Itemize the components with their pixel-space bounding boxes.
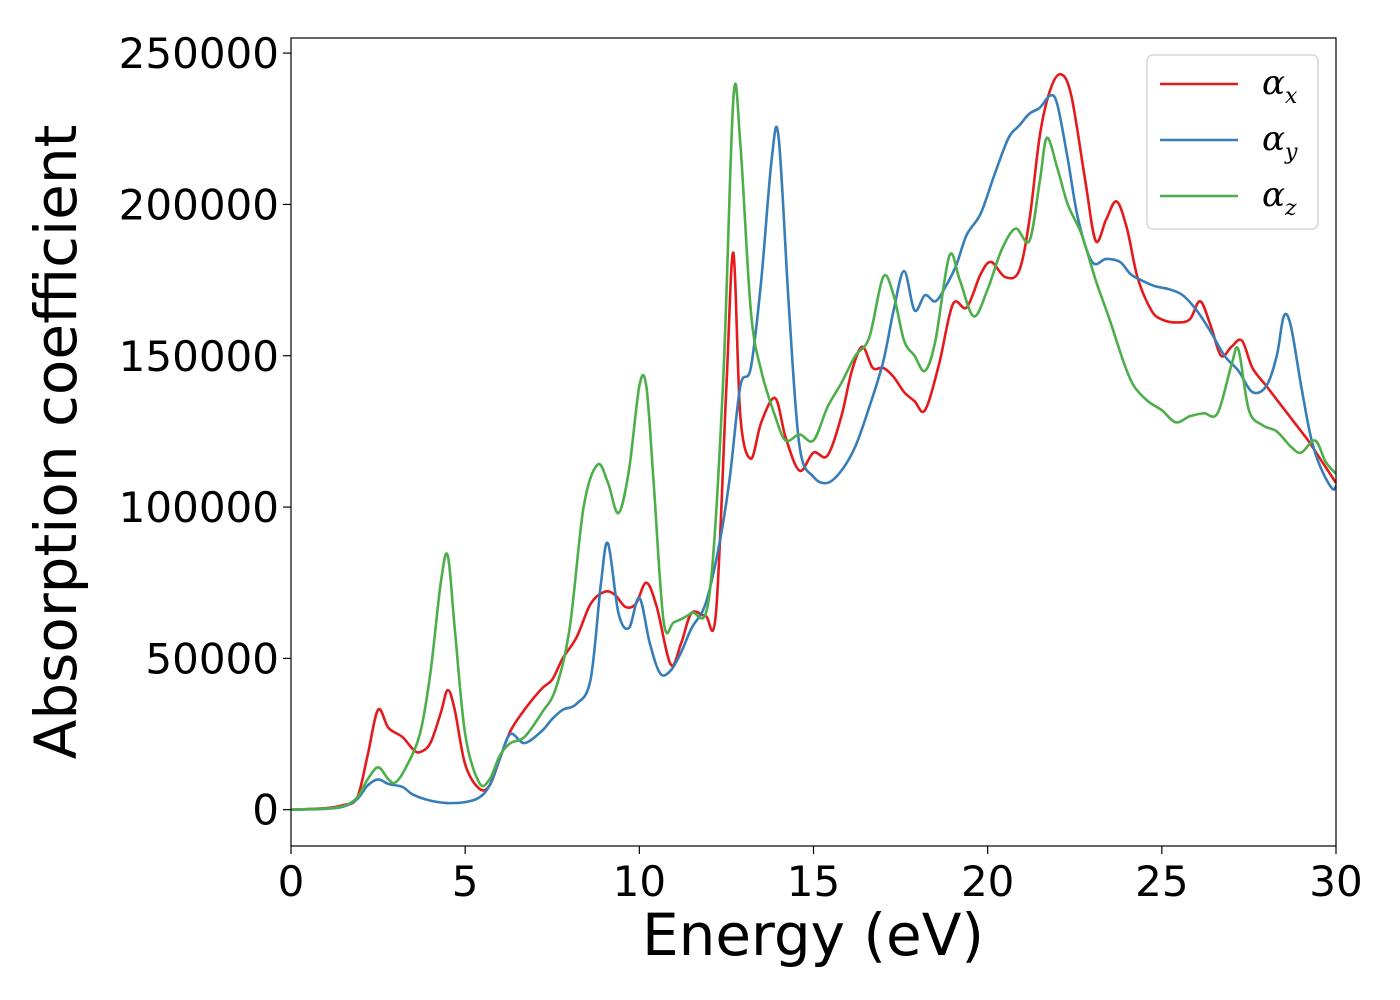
legend-label-alpha-x: αx [1262, 63, 1298, 109]
x-tick-label: 0 [278, 857, 305, 906]
y-tick-label: 250000 [119, 29, 279, 78]
y-axis-ticks: 0 50000 100000 150000 200000 250000 [119, 29, 291, 835]
series-line-alpha-z [290, 82, 1337, 811]
y-tick-label: 50000 [145, 634, 279, 683]
x-axis-label: Energy (eV) [642, 901, 984, 969]
series-line-alpha-x [290, 72, 1338, 811]
x-axis-ticks: 0 5 10 15 20 25 30 [278, 846, 1363, 906]
legend: αx αy αz [1146, 54, 1319, 230]
y-axis-label: Absorption coefficient [22, 125, 90, 760]
legend-label-alpha-z: αz [1262, 175, 1297, 221]
y-tick-label: 200000 [119, 180, 279, 229]
legend-box [1146, 54, 1319, 230]
y-tick-label: 0 [252, 786, 279, 835]
x-tick-label: 25 [1135, 857, 1188, 906]
series-line-alpha-y [290, 93, 1338, 811]
y-tick-label: 150000 [119, 332, 279, 381]
x-tick-label: 30 [1309, 857, 1362, 906]
x-tick-label: 5 [452, 857, 479, 906]
legend-label-alpha-y: αy [1262, 119, 1298, 165]
x-tick-label: 15 [787, 857, 840, 906]
y-tick-label: 100000 [119, 483, 279, 532]
x-tick-label: 20 [961, 857, 1014, 906]
x-tick-label: 10 [613, 857, 666, 906]
series-lines [290, 72, 1338, 811]
